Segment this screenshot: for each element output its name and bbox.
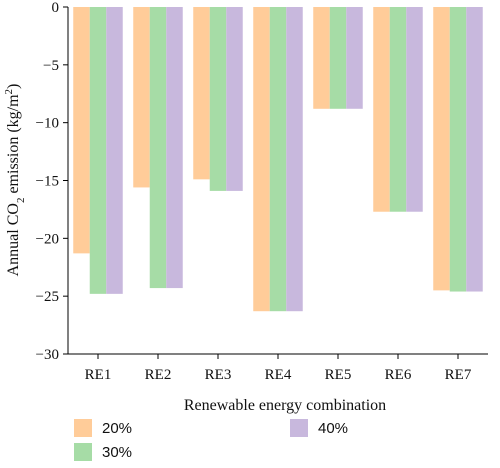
bar-re1-20pct — [73, 7, 90, 254]
legend-item-20pct: 20% — [74, 419, 132, 437]
bar-re1-30pct — [89, 7, 107, 294]
axes — [63, 6, 488, 359]
x-tick-label: RE3 — [205, 367, 232, 383]
x-tick-label: RE6 — [385, 367, 412, 383]
x-axis-title: Renewable energy combination — [184, 397, 386, 414]
bar-re2-20pct — [133, 7, 150, 188]
y-tick-label: −30 — [36, 347, 59, 363]
legend-swatch — [74, 443, 92, 461]
bar-re6-30pct — [389, 7, 407, 212]
bar-re7-20pct — [433, 7, 450, 291]
bar-re2-40pct — [166, 7, 183, 289]
bars — [73, 7, 483, 312]
x-tick-label: RE5 — [325, 367, 352, 383]
y-tick-label: −10 — [36, 116, 59, 132]
bar-re5-30pct — [329, 7, 347, 109]
x-tick-label: RE1 — [85, 367, 112, 383]
bar-re1-40pct — [106, 7, 123, 294]
legend: 20% 30% 40% — [74, 419, 348, 461]
y-tick-label: −25 — [36, 289, 59, 305]
y-axis-title: Annual CO2 emission (kg/m2) — [3, 84, 27, 277]
x-tick-label: RE4 — [265, 367, 292, 383]
legend-item-30pct: 30% — [74, 443, 132, 461]
legend-label: 40% — [318, 420, 348, 437]
x-tick-labels: RE1 RE2 RE3 RE4 RE5 RE6 RE7 — [85, 367, 472, 383]
y-tick-label: −15 — [36, 174, 59, 190]
y-tick-label: −20 — [36, 231, 59, 247]
bar-re4-30pct — [269, 7, 287, 312]
bar-re6-40pct — [406, 7, 423, 212]
bar-re7-40pct — [466, 7, 483, 292]
y-tick-label: 0 — [52, 0, 60, 16]
legend-label: 20% — [102, 420, 132, 437]
bar-re6-20pct — [373, 7, 390, 212]
bar-re4-40pct — [286, 7, 303, 312]
bar-re7-30pct — [449, 7, 467, 292]
bar-re2-30pct — [149, 7, 167, 289]
legend-label: 30% — [102, 444, 132, 461]
bar-re3-30pct — [209, 7, 227, 191]
y-tick-labels: 0 −5 −10 −15 −20 −25 −30 — [36, 0, 59, 363]
bar-re3-40pct — [226, 7, 243, 191]
legend-swatch — [290, 419, 308, 437]
legend-swatch — [74, 419, 92, 437]
bar-re5-20pct — [313, 7, 330, 109]
bar-re4-20pct — [253, 7, 270, 312]
x-tick-label: RE7 — [445, 367, 472, 383]
bar-re5-40pct — [346, 7, 363, 109]
y-tick-label: −5 — [43, 58, 59, 74]
x-tick-label: RE2 — [145, 367, 172, 383]
bar-re3-20pct — [193, 7, 210, 180]
legend-item-40pct: 40% — [290, 419, 348, 437]
